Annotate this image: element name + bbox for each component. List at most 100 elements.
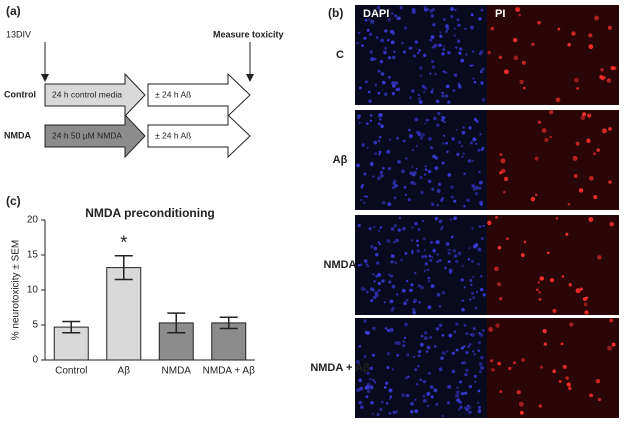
cell-dot xyxy=(521,357,526,362)
cell-dot xyxy=(441,225,444,229)
cell-dot xyxy=(370,19,375,24)
cell-dot xyxy=(423,269,427,273)
cell-dot xyxy=(390,227,395,231)
cell-dot xyxy=(576,87,580,90)
cell-dot xyxy=(396,293,399,296)
cell-dot xyxy=(418,133,421,137)
cell-dot xyxy=(567,202,571,206)
cell-dot xyxy=(431,187,435,191)
cell-dot xyxy=(515,7,521,12)
cell-dot xyxy=(429,72,432,75)
cell-dot xyxy=(607,345,613,351)
cell-dot xyxy=(415,382,419,386)
cell-dot xyxy=(445,24,449,28)
cell-dot xyxy=(380,124,384,128)
cell-dot xyxy=(473,353,476,356)
cell-dot xyxy=(479,287,484,292)
cell-dot xyxy=(438,305,442,308)
cell-dot xyxy=(586,138,591,144)
cell-dot xyxy=(418,301,421,304)
cell-dot xyxy=(393,241,396,244)
cell-dot xyxy=(366,389,371,393)
cell-dot xyxy=(417,93,421,97)
cell-dot xyxy=(480,8,484,12)
cell-dot xyxy=(428,371,431,375)
cell-dot xyxy=(383,51,386,55)
cell-dot xyxy=(487,220,492,226)
micrograph xyxy=(355,215,487,315)
step-text: ± 24 h Aß xyxy=(155,130,191,140)
cell-dot xyxy=(387,202,392,207)
column-label: PI xyxy=(495,8,505,20)
cell-dot xyxy=(537,20,541,25)
cell-dot xyxy=(441,333,445,337)
cell-dot xyxy=(390,40,395,45)
cell-dot xyxy=(471,159,474,163)
cell-dot xyxy=(538,404,542,408)
cell-dot xyxy=(458,24,462,27)
cell-dot xyxy=(412,181,417,186)
cell-dot xyxy=(368,226,372,231)
cell-dot xyxy=(416,244,420,247)
cell-dot xyxy=(518,13,521,17)
cell-dot xyxy=(384,47,387,50)
cell-dot xyxy=(465,350,469,355)
cell-dot xyxy=(431,45,435,49)
cell-dot xyxy=(503,190,506,194)
step-text: 24 h 50 µM NMDA xyxy=(52,130,122,140)
cell-dot xyxy=(593,152,597,156)
cell-dot xyxy=(438,259,442,262)
cell-dot xyxy=(407,375,410,378)
cell-dot xyxy=(403,301,407,306)
cell-dot xyxy=(417,228,421,231)
cell-dot xyxy=(439,34,443,38)
cell-dot xyxy=(471,291,474,295)
cell-dot xyxy=(380,400,384,404)
cell-dot xyxy=(429,336,432,339)
cell-dot xyxy=(365,122,369,126)
cell-dot xyxy=(392,32,396,36)
cell-dot xyxy=(465,368,469,372)
cell-dot xyxy=(411,226,414,229)
cell-dot xyxy=(357,263,361,267)
cell-dot xyxy=(424,173,427,176)
cell-dot xyxy=(463,172,466,176)
cell-dot xyxy=(537,120,542,125)
cell-dot xyxy=(435,240,440,244)
cell-dot xyxy=(468,126,472,130)
cell-dot xyxy=(359,386,364,391)
cell-dot xyxy=(388,138,392,141)
cell-dot xyxy=(430,240,434,244)
cell-dot xyxy=(394,261,398,265)
cell-dot xyxy=(574,77,579,83)
cell-dot xyxy=(588,33,593,38)
cell-dot xyxy=(372,273,375,276)
cell-dot xyxy=(432,65,436,69)
cell-dot xyxy=(410,401,414,406)
cell-dot xyxy=(401,169,405,174)
cell-dot xyxy=(386,239,391,243)
cell-dot xyxy=(380,38,385,43)
cell-dot xyxy=(441,414,444,418)
cell-dot xyxy=(582,112,587,117)
cell-dot xyxy=(414,398,417,401)
cell-dot xyxy=(393,50,396,54)
cell-dot xyxy=(417,365,420,368)
cell-dot xyxy=(434,73,437,76)
cell-dot xyxy=(572,155,578,161)
cell-dot xyxy=(409,288,413,293)
cell-dot xyxy=(460,58,465,63)
cell-dot xyxy=(358,345,362,348)
cell-dot xyxy=(471,333,475,337)
cell-dot xyxy=(587,113,592,118)
y-tick-label: 20 xyxy=(27,215,39,226)
cell-dot xyxy=(506,237,509,241)
cell-dot xyxy=(442,48,445,51)
cell-dot xyxy=(378,242,382,246)
cell-dot xyxy=(469,141,473,145)
cell-dot xyxy=(373,280,376,283)
y-tick-label: 5 xyxy=(32,320,38,331)
cell-dot xyxy=(426,345,431,350)
cell-dot xyxy=(555,97,561,103)
cell-dot xyxy=(366,371,370,375)
